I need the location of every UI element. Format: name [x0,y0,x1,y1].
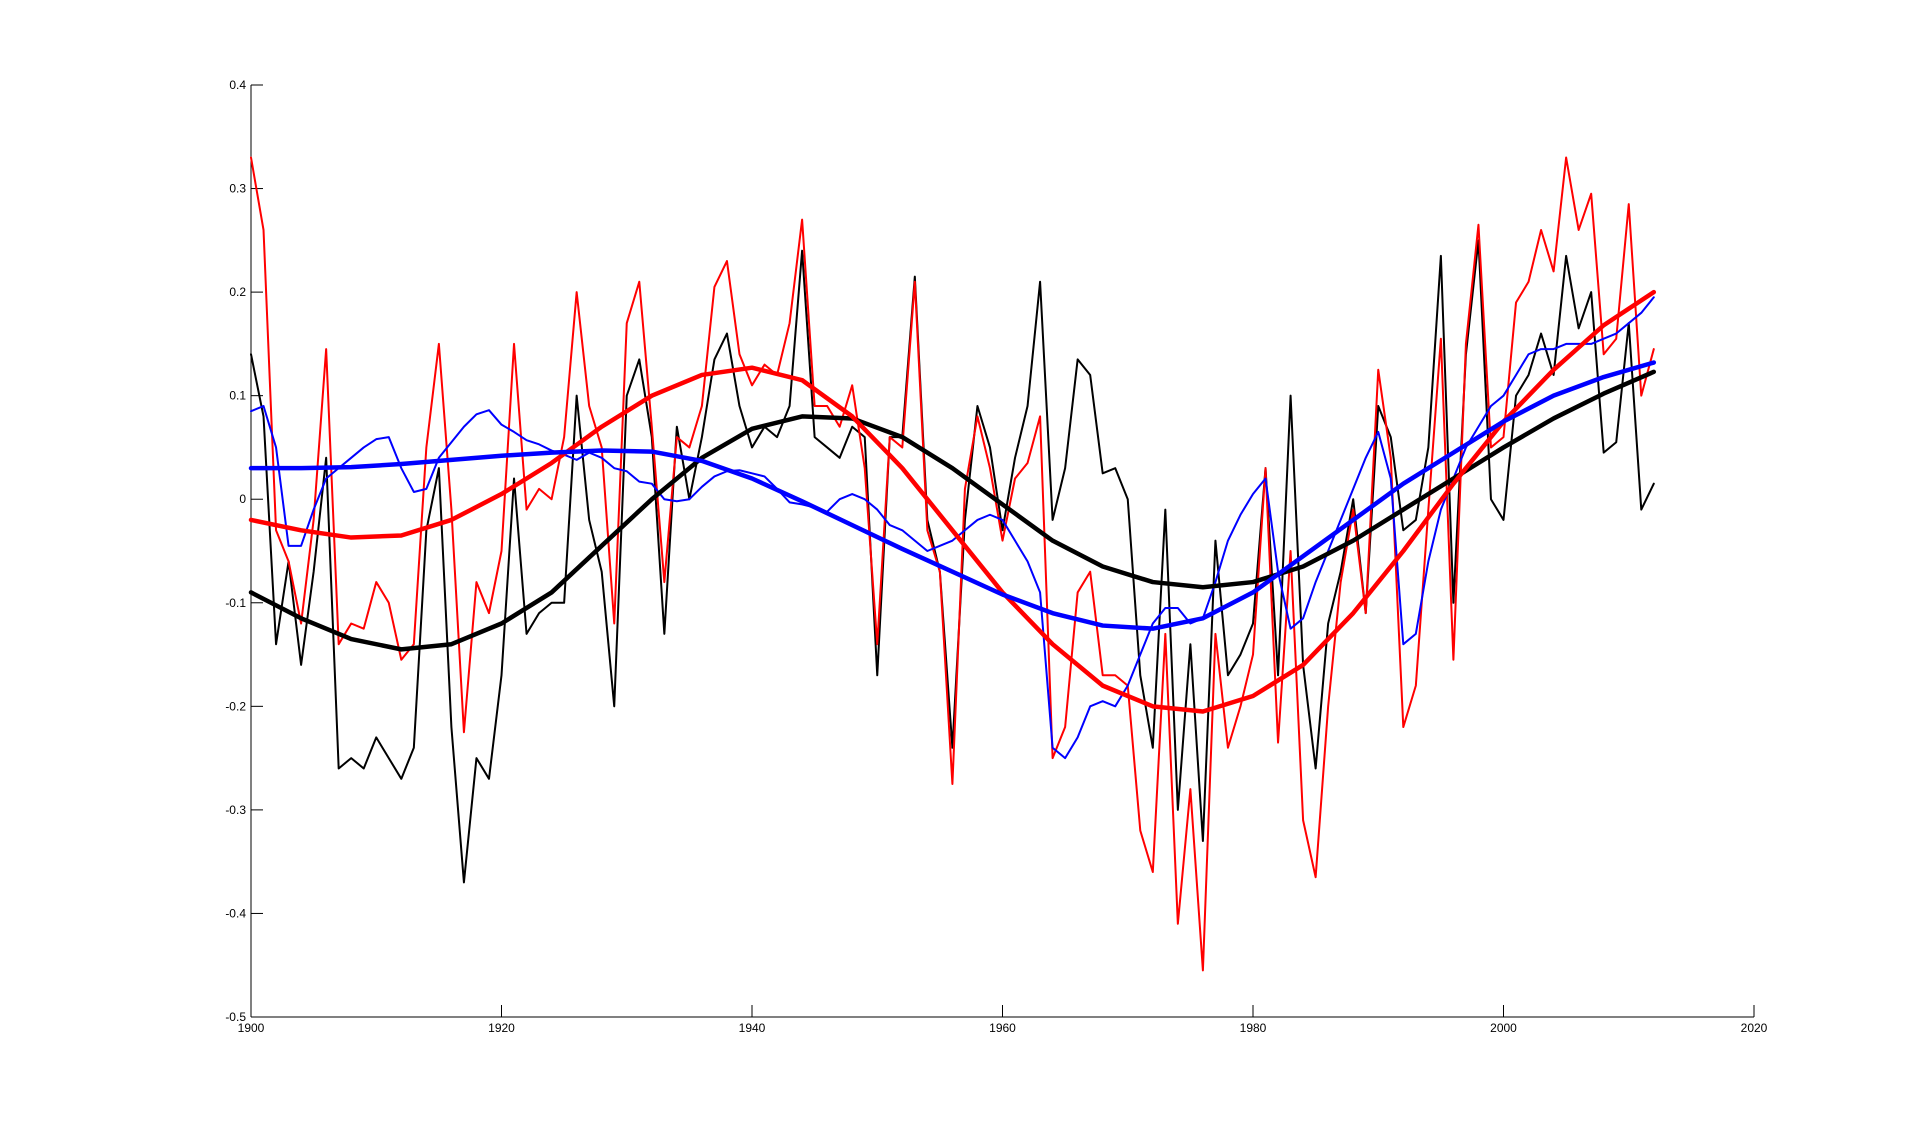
x-tick-label: 1980 [1240,1021,1267,1035]
x-tick-label: 1920 [488,1021,515,1035]
y-tick-label: 0.1 [229,389,246,403]
x-tick-label: 1960 [989,1021,1016,1035]
series-line [250,296,1655,760]
series-line [250,239,1655,884]
x-tick-label: 2000 [1490,1021,1517,1035]
series-line [248,289,1657,714]
y-tick-label: -0.4 [225,906,246,920]
y-tick-label: 0.2 [229,285,246,299]
y-tick-label: -0.1 [225,596,246,610]
x-tick-label: 1900 [238,1021,265,1035]
y-tick-label: -0.2 [225,699,246,713]
y-tick-label: 0.3 [229,182,246,196]
y-tick-label: -0.3 [225,803,246,817]
y-tick-label: 0 [239,492,246,506]
series-line [248,360,1657,631]
x-tick-label: 2020 [1741,1021,1768,1035]
y-tick-label: -0.5 [225,1010,246,1024]
y-tick-label: 0.4 [229,78,246,92]
series-line [250,156,1655,972]
x-tick-label: 1940 [739,1021,766,1035]
series-line [248,369,1657,652]
